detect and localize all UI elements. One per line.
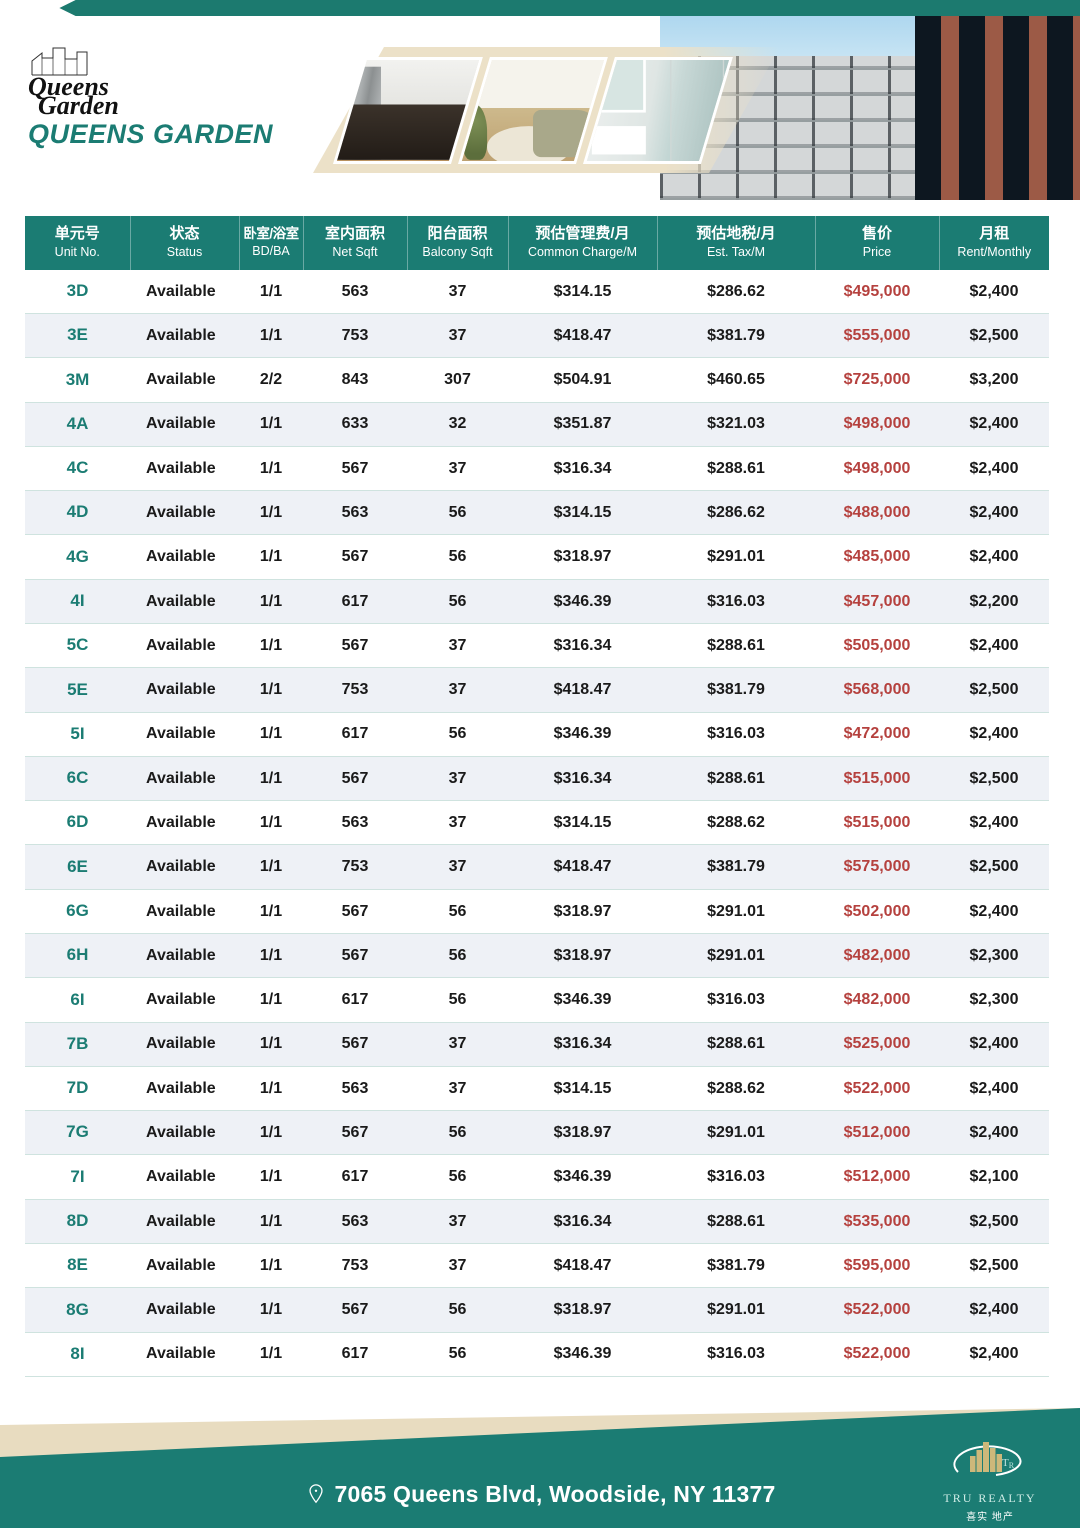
svg-text:TR: TR: [1002, 1457, 1015, 1470]
